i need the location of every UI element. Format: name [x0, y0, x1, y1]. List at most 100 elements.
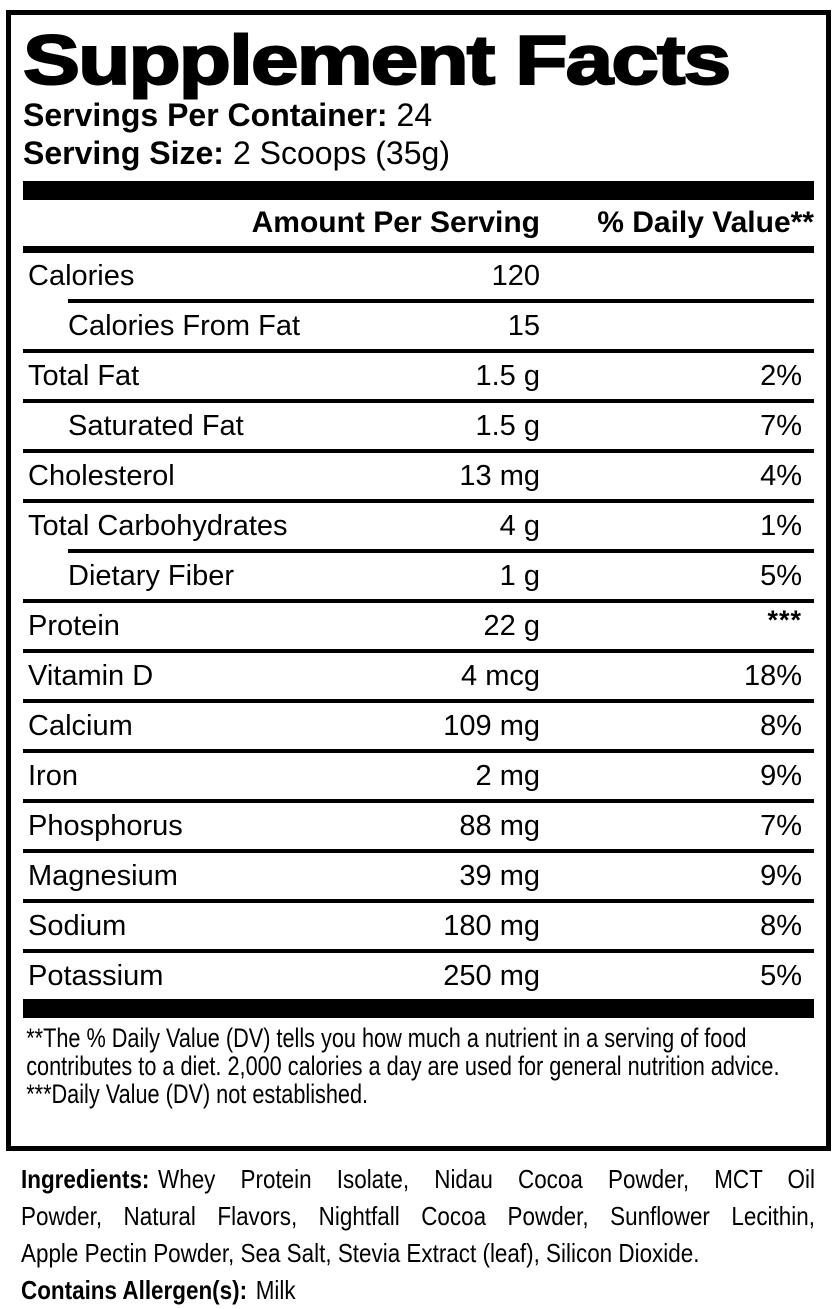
ingredients-label: Ingredients:: [21, 1164, 150, 1194]
serving-size: Serving Size: 2 Scoops (35g): [23, 134, 814, 172]
nutrient-row: Calories From Fat 15: [23, 303, 814, 349]
row-divider: [23, 399, 814, 403]
row-divider: [23, 449, 814, 453]
nutrient-row: Saturated Fat 1.5 g 7%: [23, 403, 814, 449]
ingredients-line-2: Powder, Natural Flavors, Nightfall Cocoa…: [21, 1201, 815, 1231]
not-established-footnote: ***Daily Value (DV) not established.: [26, 1079, 369, 1109]
nutrient-amount: 1.5 g: [475, 409, 541, 442]
nutrient-amount: 13 mg: [459, 459, 540, 492]
nutrient-amount: 4 mcg: [461, 659, 540, 692]
servings-per-container-value: 24: [396, 97, 433, 133]
nutrient-daily-value: 9%: [760, 859, 802, 892]
ingredients-section: Ingredients: Whey Protein Isolate, Nidau …: [21, 1161, 837, 1309]
nutrient-amount: 120: [491, 259, 540, 292]
nutrient-daily-value: 8%: [760, 709, 802, 742]
nutrient-daily-value: 7%: [760, 409, 802, 442]
nutrient-daily-value: 1%: [760, 509, 802, 542]
nutrient-name: Total Fat: [28, 359, 140, 392]
nutrient-amount: 88 mg: [459, 809, 540, 842]
nutrient-name: Saturated Fat: [68, 409, 244, 442]
nutrient-amount: 22 g: [483, 609, 540, 642]
nutrient-daily-value: 2%: [760, 359, 802, 392]
nutrient-row: Cholesterol 13 mg 4%: [23, 453, 814, 499]
nutrient-amount: 2 mg: [475, 759, 540, 792]
serving-size-label: Serving Size:: [23, 135, 224, 171]
nutrient-daily-value: 7%: [760, 809, 802, 842]
row-divider: [23, 349, 814, 353]
allergen-label: Contains Allergen(s):: [21, 1275, 248, 1305]
row-divider: [23, 499, 814, 503]
nutrient-daily-value: 8%: [760, 909, 802, 942]
nutrient-daily-value: ***: [767, 605, 802, 635]
nutrient-name: Cholesterol: [28, 459, 175, 492]
row-divider: [23, 899, 814, 903]
nutrient-daily-value: 9%: [760, 759, 802, 792]
nutrient-amount: 1 g: [499, 559, 540, 592]
nutrient-row: Calories 120: [23, 253, 814, 299]
facts-panel: Supplement Facts Servings Per Container:…: [6, 10, 831, 1151]
nutrient-name: Iron: [28, 759, 78, 792]
nutrient-daily-value: 5%: [760, 959, 802, 992]
nutrient-name: Vitamin D: [28, 659, 154, 692]
row-divider: [23, 699, 814, 703]
row-divider: [68, 299, 814, 303]
divider-bar-top: [23, 181, 814, 200]
nutrient-amount: 15: [507, 309, 540, 342]
ingredients-line-3: Apple Pectin Powder, Sea Salt, Stevia Ex…: [21, 1238, 700, 1268]
ingredients-line-1-text: Whey Protein Isolate, Nidau Cocoa Powder…: [158, 1164, 815, 1194]
nutrient-amount: 109 mg: [443, 709, 540, 742]
row-divider: [23, 599, 814, 603]
divider-bar-bottom: [23, 999, 814, 1018]
nutrient-daily-value: 4%: [760, 459, 802, 492]
nutrient-row: Dietary Fiber 1 g 5%: [23, 553, 814, 599]
amount-per-serving-header: Amount Per Serving: [251, 206, 540, 239]
ingredients-line-1: Ingredients: Whey Protein Isolate, Nidau …: [21, 1161, 815, 1198]
row-divider: [23, 649, 814, 653]
nutrient-row: Magnesium 39 mg 9%: [23, 853, 814, 899]
nutrient-name: Total Carbohydrates: [28, 509, 288, 542]
row-divider: [68, 549, 814, 553]
nutrient-row: Calcium 109 mg 8%: [23, 703, 814, 749]
nutrient-rows: Calories 120 Calories From Fat 15 Total …: [23, 253, 814, 999]
row-divider: [23, 949, 814, 953]
nutrient-row: Phosphorus 88 mg 7%: [23, 803, 814, 849]
nutrient-row: Total Fat 1.5 g 2%: [23, 353, 814, 399]
nutrient-daily-value: 18%: [743, 659, 802, 692]
allergen-value: Milk: [255, 1275, 296, 1305]
nutrient-daily-value: 5%: [760, 559, 802, 592]
servings-per-container-label: Servings Per Container:: [23, 97, 388, 133]
allergen-line: Contains Allergen(s): Milk: [21, 1272, 815, 1309]
panel-title: Supplement Facts: [22, 21, 733, 99]
nutrient-name: Protein: [28, 609, 120, 642]
supplement-facts-label: Supplement Facts Servings Per Container:…: [0, 10, 837, 1309]
daily-value-header: % Daily Value**: [597, 206, 814, 239]
row-divider: [23, 749, 814, 753]
row-divider: [23, 849, 814, 853]
footnotes-text-block: **The % Daily Value (DV) tells you how m…: [23, 1024, 814, 1108]
row-divider: [23, 799, 814, 803]
nutrient-amount: 39 mg: [459, 859, 540, 892]
nutrient-name: Magnesium: [28, 859, 178, 892]
nutrient-amount: 180 mg: [443, 909, 540, 942]
nutrient-amount: 4 g: [499, 509, 540, 542]
nutrient-name: Sodium: [28, 909, 127, 942]
header-divider: [23, 246, 814, 253]
nutrient-name: Calories From Fat: [68, 309, 301, 342]
nutrient-name: Dietary Fiber: [68, 559, 234, 592]
footnotes: **The % Daily Value (DV) tells you how m…: [23, 1024, 814, 1108]
daily-value-footnote: **The % Daily Value (DV) tells you how m…: [26, 1023, 780, 1081]
nutrient-name: Calcium: [28, 709, 133, 742]
nutrient-name: Potassium: [28, 959, 164, 992]
servings-per-container: Servings Per Container: 24: [23, 96, 814, 134]
serving-size-value: 2 Scoops (35g): [232, 135, 450, 171]
nutrient-row: Potassium 250 mg 5%: [23, 953, 814, 999]
nutrient-amount: 250 mg: [443, 959, 540, 992]
ingredients-text-block: Ingredients: Whey Protein Isolate, Nidau …: [21, 1161, 815, 1309]
nutrient-name: Phosphorus: [28, 809, 183, 842]
column-headers: Amount Per Serving % Daily Value**: [23, 200, 814, 246]
nutrient-amount: 1.5 g: [475, 359, 541, 392]
nutrient-row: Protein 22 g ***: [23, 603, 814, 649]
nutrient-row: Vitamin D 4 mcg 18%: [23, 653, 814, 699]
nutrient-row: Total Carbohydrates 4 g 1%: [23, 503, 814, 549]
nutrient-name: Calories: [28, 259, 135, 292]
